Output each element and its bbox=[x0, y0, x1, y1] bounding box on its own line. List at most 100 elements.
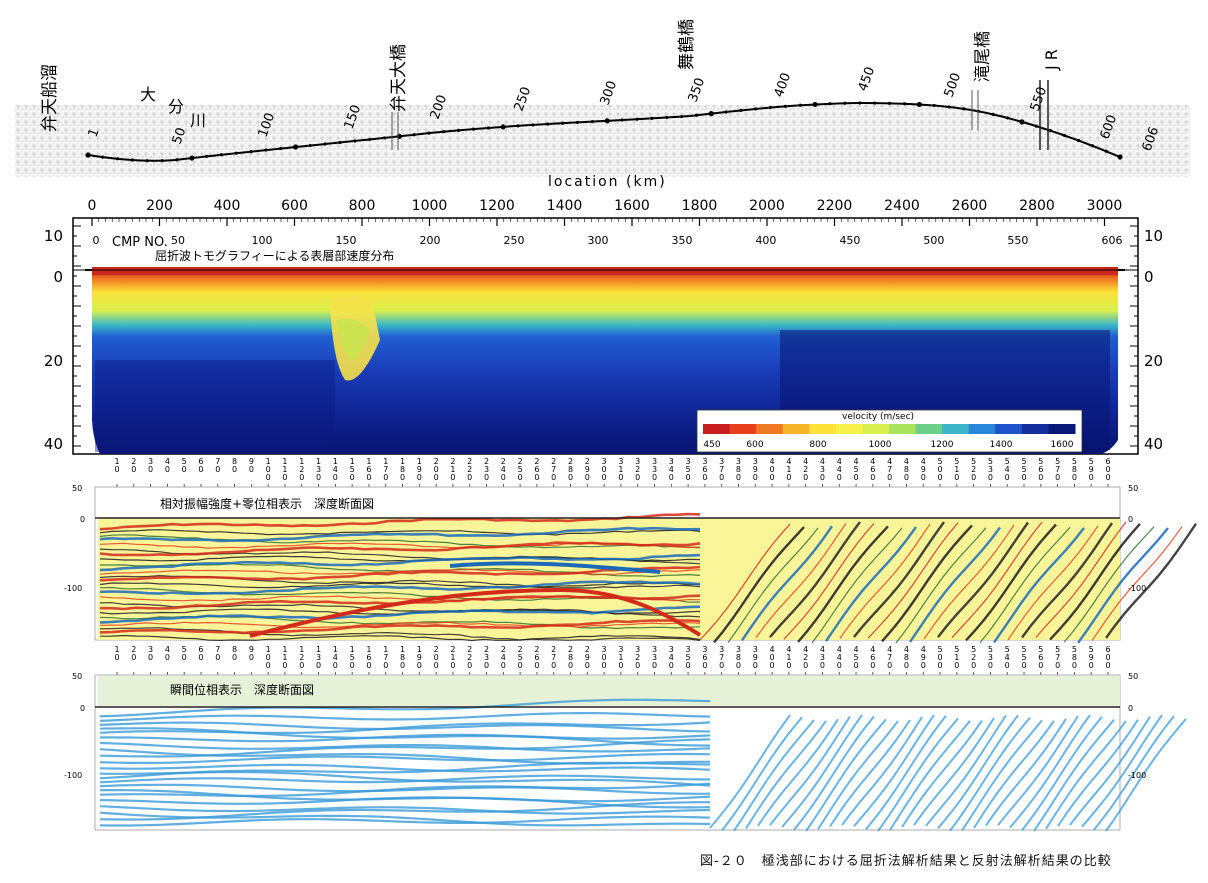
top-tick-label: 1000 bbox=[412, 198, 448, 214]
cmp-row-digit: 0 bbox=[988, 473, 993, 482]
figure-caption: 図-２０ 極浅部における屈折法解析結果と反射法解析結果の比較 bbox=[700, 854, 1112, 869]
cmp-row-digit: 0 bbox=[551, 473, 556, 482]
phase-band-right bbox=[997, 715, 1079, 826]
cmp-row-digit: 0 bbox=[148, 653, 153, 662]
cmp-row-digit: 0 bbox=[937, 653, 942, 662]
top-tick-label: 1200 bbox=[479, 198, 515, 214]
cmp-row-digit: 0 bbox=[602, 473, 607, 482]
cmp-row-digit: 0 bbox=[904, 473, 909, 482]
phase-band-right bbox=[937, 714, 1019, 830]
cmp-row-digit: 4 bbox=[770, 457, 775, 466]
tomography-title: 屈折波トモグラフィーによる表層部速度分布 bbox=[155, 248, 394, 263]
cmp-row-digit: 0 bbox=[282, 661, 287, 670]
reflector-right bbox=[699, 523, 791, 641]
cmp-row-digit: 0 bbox=[383, 473, 388, 482]
cmp-row-digit: 0 bbox=[198, 653, 203, 662]
cmp-row-digit: 7 bbox=[719, 465, 724, 474]
cmp-row-digit: 1 bbox=[400, 645, 405, 654]
cmp-dot bbox=[175, 158, 179, 162]
section1-reflectors bbox=[99, 512, 1197, 644]
legend-swatch bbox=[862, 424, 890, 434]
cmp-row-digit: 3 bbox=[719, 457, 724, 466]
velocity-legend: velocity (m/sec) 450 600 800 1000 1200 1400 16… bbox=[696, 409, 1083, 453]
cmp-row-digit: 0 bbox=[736, 661, 741, 670]
phase-band-left bbox=[99, 721, 711, 733]
cmp-row-digit: 2 bbox=[551, 457, 556, 466]
cmp-row-digit: 0 bbox=[434, 661, 439, 670]
legend-swatch bbox=[995, 424, 1023, 434]
top-tick-label: 1800 bbox=[682, 198, 718, 214]
location-map: 弁天船溜 大 分 川 弁天大橋 舞鶴橋 滝尾橋 J R 1 50 100 150… bbox=[15, 19, 1190, 190]
phase-band-right bbox=[757, 718, 839, 827]
reflector-right bbox=[825, 526, 917, 642]
cmp-row-digit: 0 bbox=[534, 473, 539, 482]
reflector-right bbox=[839, 523, 931, 639]
cmp-row-digit: 0 bbox=[1105, 473, 1110, 482]
cmp-row-digit: 0 bbox=[921, 661, 926, 670]
cmp-row-digit: 2 bbox=[518, 457, 523, 466]
cmp-row-digit: 5 bbox=[1055, 457, 1060, 466]
cmp-dot bbox=[234, 151, 238, 155]
cmp-row-digit: 3 bbox=[652, 653, 657, 662]
cmp-row-digit: 9 bbox=[249, 457, 254, 466]
cmp-dot bbox=[1090, 144, 1095, 148]
cmp-row-digit: 1 bbox=[450, 653, 455, 662]
cmp-row-digit: 4 bbox=[820, 645, 825, 654]
cmp-tick-label: 300 bbox=[587, 234, 608, 247]
cmp-dot bbox=[754, 107, 758, 111]
cmp-row-digit: 0 bbox=[786, 661, 791, 670]
cmp-row-digit: 2 bbox=[434, 645, 439, 654]
cmp-row-digit: 0 bbox=[669, 661, 674, 670]
reflector-right bbox=[1077, 527, 1169, 644]
cmp-row-digit: 7 bbox=[1055, 465, 1060, 474]
cmp-row-digit: 4 bbox=[501, 465, 506, 474]
cmp-row-digit: 4 bbox=[921, 645, 926, 654]
cmp-row-digit: 5 bbox=[1005, 457, 1010, 466]
cmp-row-digit: 5 bbox=[988, 457, 993, 466]
section1-left-m100: -100 bbox=[64, 584, 82, 593]
cmp-row-digit: 5 bbox=[971, 457, 976, 466]
phase-band-right bbox=[865, 715, 947, 830]
phase-band-right bbox=[769, 715, 851, 826]
cmp-dot bbox=[947, 105, 951, 109]
cmp-row-digit: 3 bbox=[988, 653, 993, 662]
cmp-dot bbox=[679, 114, 684, 119]
section1-right-50: 50 bbox=[1128, 484, 1138, 493]
cmp-row-digit: 0 bbox=[501, 661, 506, 670]
reflector-right bbox=[755, 523, 847, 639]
cmp-row-digit: 6 bbox=[366, 653, 371, 662]
cmp-row-digit: 4 bbox=[870, 645, 875, 654]
cmp-dot bbox=[427, 131, 431, 135]
cmp-row-digit: 0 bbox=[937, 661, 942, 670]
cmp-row-digit: 0 bbox=[131, 465, 136, 474]
cmp-row-digit: 0 bbox=[1105, 653, 1110, 662]
cmp-row-digit: 2 bbox=[568, 645, 573, 654]
cmp-row-digit: 5 bbox=[1021, 457, 1026, 466]
cmp-row-digit: 0 bbox=[753, 473, 758, 482]
cmp-row-digit: 2 bbox=[467, 465, 472, 474]
reflector-left bbox=[99, 619, 701, 635]
phase-band-left bbox=[99, 783, 711, 795]
top-tick-label: 2200 bbox=[817, 198, 853, 214]
cmp-row-digit: 1 bbox=[954, 465, 959, 474]
cmp-row-digit: 9 bbox=[417, 465, 422, 474]
cmp-row-digit: 7 bbox=[551, 465, 556, 474]
cmp-row-digit: 0 bbox=[299, 473, 304, 482]
cmp-row-digit: 5 bbox=[1072, 457, 1077, 466]
cmp-row-digit: 5 bbox=[937, 645, 942, 654]
cmp-dot bbox=[85, 152, 91, 158]
cmp-row-digit: 0 bbox=[686, 473, 691, 482]
cmp-row-digit: 3 bbox=[484, 653, 489, 662]
cmp-row-digit: 0 bbox=[770, 465, 775, 474]
cmp-dot bbox=[560, 121, 565, 125]
reflector-right bbox=[909, 526, 1001, 643]
cmp-row-digit: 0 bbox=[1005, 661, 1010, 670]
cmp-row-digit: 1 bbox=[383, 645, 388, 654]
phase-band-left bbox=[99, 712, 711, 722]
cmp-dot bbox=[323, 142, 327, 146]
cmp-row-digit: 8 bbox=[1072, 465, 1077, 474]
cmp-dot bbox=[442, 130, 446, 134]
phase-band-right bbox=[1105, 718, 1187, 832]
cmp-row-digit: 4 bbox=[333, 465, 338, 474]
cmp-row-digit: 5 bbox=[350, 653, 355, 662]
